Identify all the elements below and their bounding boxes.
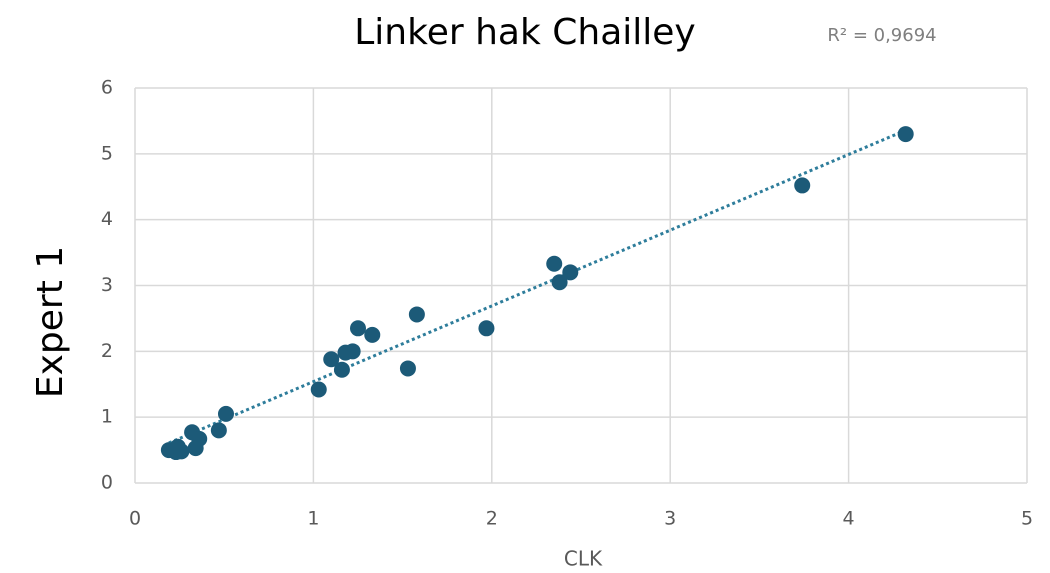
chart-title: Linker hak Chailley	[354, 12, 695, 53]
point	[350, 320, 366, 337]
point	[478, 320, 495, 337]
point	[210, 422, 227, 439]
y-tick-label: 4	[101, 208, 113, 230]
point	[897, 126, 914, 143]
point	[562, 264, 579, 281]
point	[344, 343, 361, 360]
point	[310, 381, 327, 398]
point	[794, 177, 811, 194]
point	[551, 274, 568, 291]
y-tick-label: 5	[101, 142, 113, 164]
x-axis-label: CLK	[564, 547, 603, 571]
point	[399, 360, 416, 377]
x-tick-label: 3	[664, 508, 676, 530]
point	[546, 255, 563, 272]
point	[191, 430, 208, 447]
point	[217, 405, 234, 422]
y-tick-label: 1	[101, 406, 113, 428]
y-tick-label: 2	[101, 340, 113, 362]
r-squared: R² = 0,9694	[827, 25, 936, 46]
y-tick-label: 6	[101, 77, 113, 99]
x-tick-label: 5	[1021, 508, 1033, 530]
y-axis-label: Expert 1	[30, 246, 71, 398]
trendline	[168, 128, 907, 445]
point	[323, 351, 340, 368]
x-tick-label: 0	[129, 508, 141, 530]
x-tick-label: 1	[307, 508, 319, 530]
point	[364, 326, 381, 343]
point	[173, 443, 190, 460]
x-tick-label: 4	[843, 508, 855, 530]
y-tick-label: 3	[101, 274, 113, 296]
x-tick-label: 2	[486, 508, 498, 530]
point	[408, 306, 425, 323]
y-tick-label: 0	[101, 472, 113, 494]
point	[333, 361, 350, 378]
